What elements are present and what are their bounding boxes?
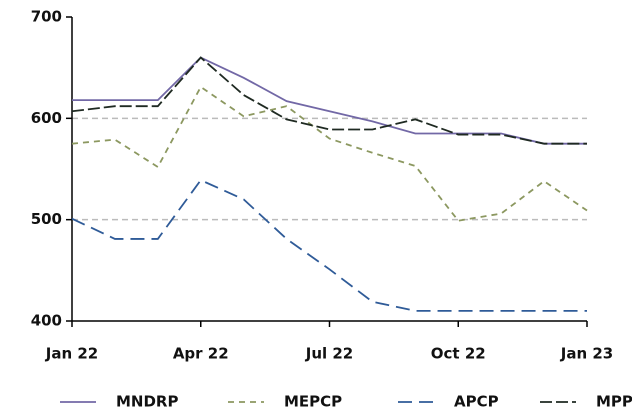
x-tick-label: Apr 22 [173,345,229,363]
legend-label: MNDRP [116,393,178,411]
y-tick-label: 500 [31,210,62,228]
series-line [71,85,588,222]
y-tick-label: 700 [31,8,62,26]
y-tick-label: 600 [31,109,62,127]
legend-label: MEPCP [284,393,342,411]
series-line [71,56,587,145]
series-line [72,56,587,145]
x-tick-label: Jan 23 [560,345,613,363]
x-tick-label: Oct 22 [431,345,486,363]
legend-label: MPP [596,393,632,411]
legend-label: APCP [454,393,499,411]
y-tick-label: 400 [31,312,62,330]
series-line [71,179,587,312]
x-tick-label: Jan 22 [45,345,98,363]
x-tick-label: Jul 22 [305,345,354,363]
